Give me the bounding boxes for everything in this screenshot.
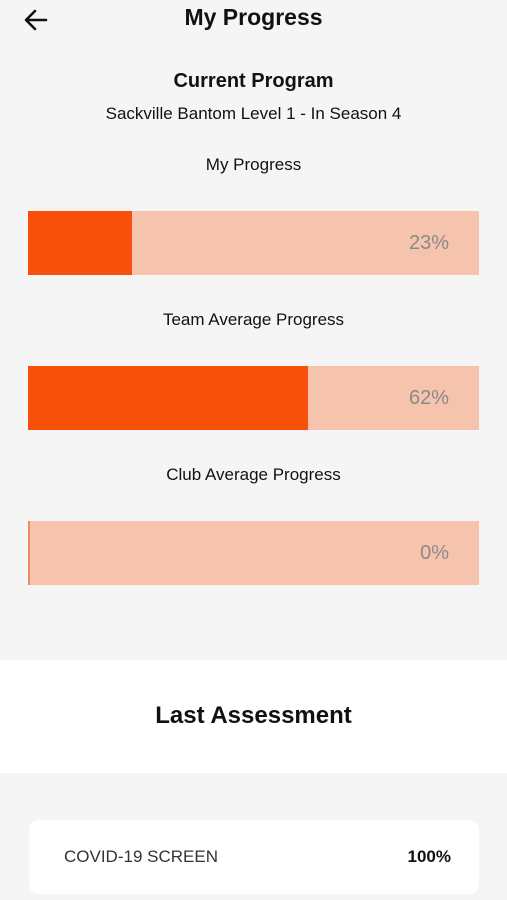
- page-title: My Progress: [184, 4, 323, 30]
- last-assessment-heading: Last Assessment: [155, 702, 352, 729]
- team-progress-label: Team Average Progress: [162, 310, 345, 329]
- assessment-score: 100%: [407, 847, 451, 866]
- team-progress-bar: 62%: [28, 366, 479, 430]
- club-progress-fill: [28, 521, 30, 585]
- back-button[interactable]: [22, 6, 50, 34]
- program-heading: Current Program: [173, 70, 334, 92]
- my-progress-label: My Progress: [205, 155, 302, 174]
- my-progress-value: 23%: [408, 232, 449, 254]
- assessment-card[interactable]: COVID-19 SCREEN 100%: [29, 820, 479, 894]
- club-progress-bar: 0%: [28, 521, 479, 585]
- team-progress-value: 62%: [408, 387, 449, 409]
- my-progress-fill: [28, 211, 132, 275]
- club-progress-value: 0%: [420, 542, 449, 564]
- header: My Progress: [0, 0, 507, 44]
- team-progress-fill: [28, 366, 308, 430]
- assessment-name: COVID-19 SCREEN: [64, 847, 218, 866]
- arrow-left-icon: [24, 9, 48, 31]
- club-progress-label: Club Average Progress: [166, 465, 341, 484]
- last-assessment-section: Last Assessment: [0, 660, 507, 773]
- my-progress-bar: 23%: [28, 211, 479, 275]
- program-name: Sackville Bantom Level 1 - In Season 4: [105, 104, 402, 123]
